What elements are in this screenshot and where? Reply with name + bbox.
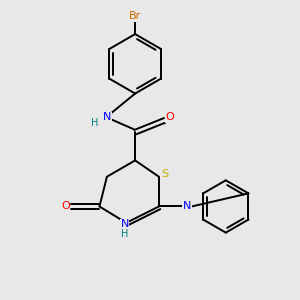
Text: N: N (121, 219, 129, 229)
Text: S: S (161, 169, 168, 179)
Text: N: N (183, 202, 191, 212)
Text: Br: Br (129, 11, 141, 21)
Text: N: N (103, 112, 111, 122)
Text: H: H (121, 229, 128, 239)
Text: O: O (166, 112, 175, 122)
Text: H: H (91, 118, 98, 128)
Text: O: O (61, 202, 70, 212)
